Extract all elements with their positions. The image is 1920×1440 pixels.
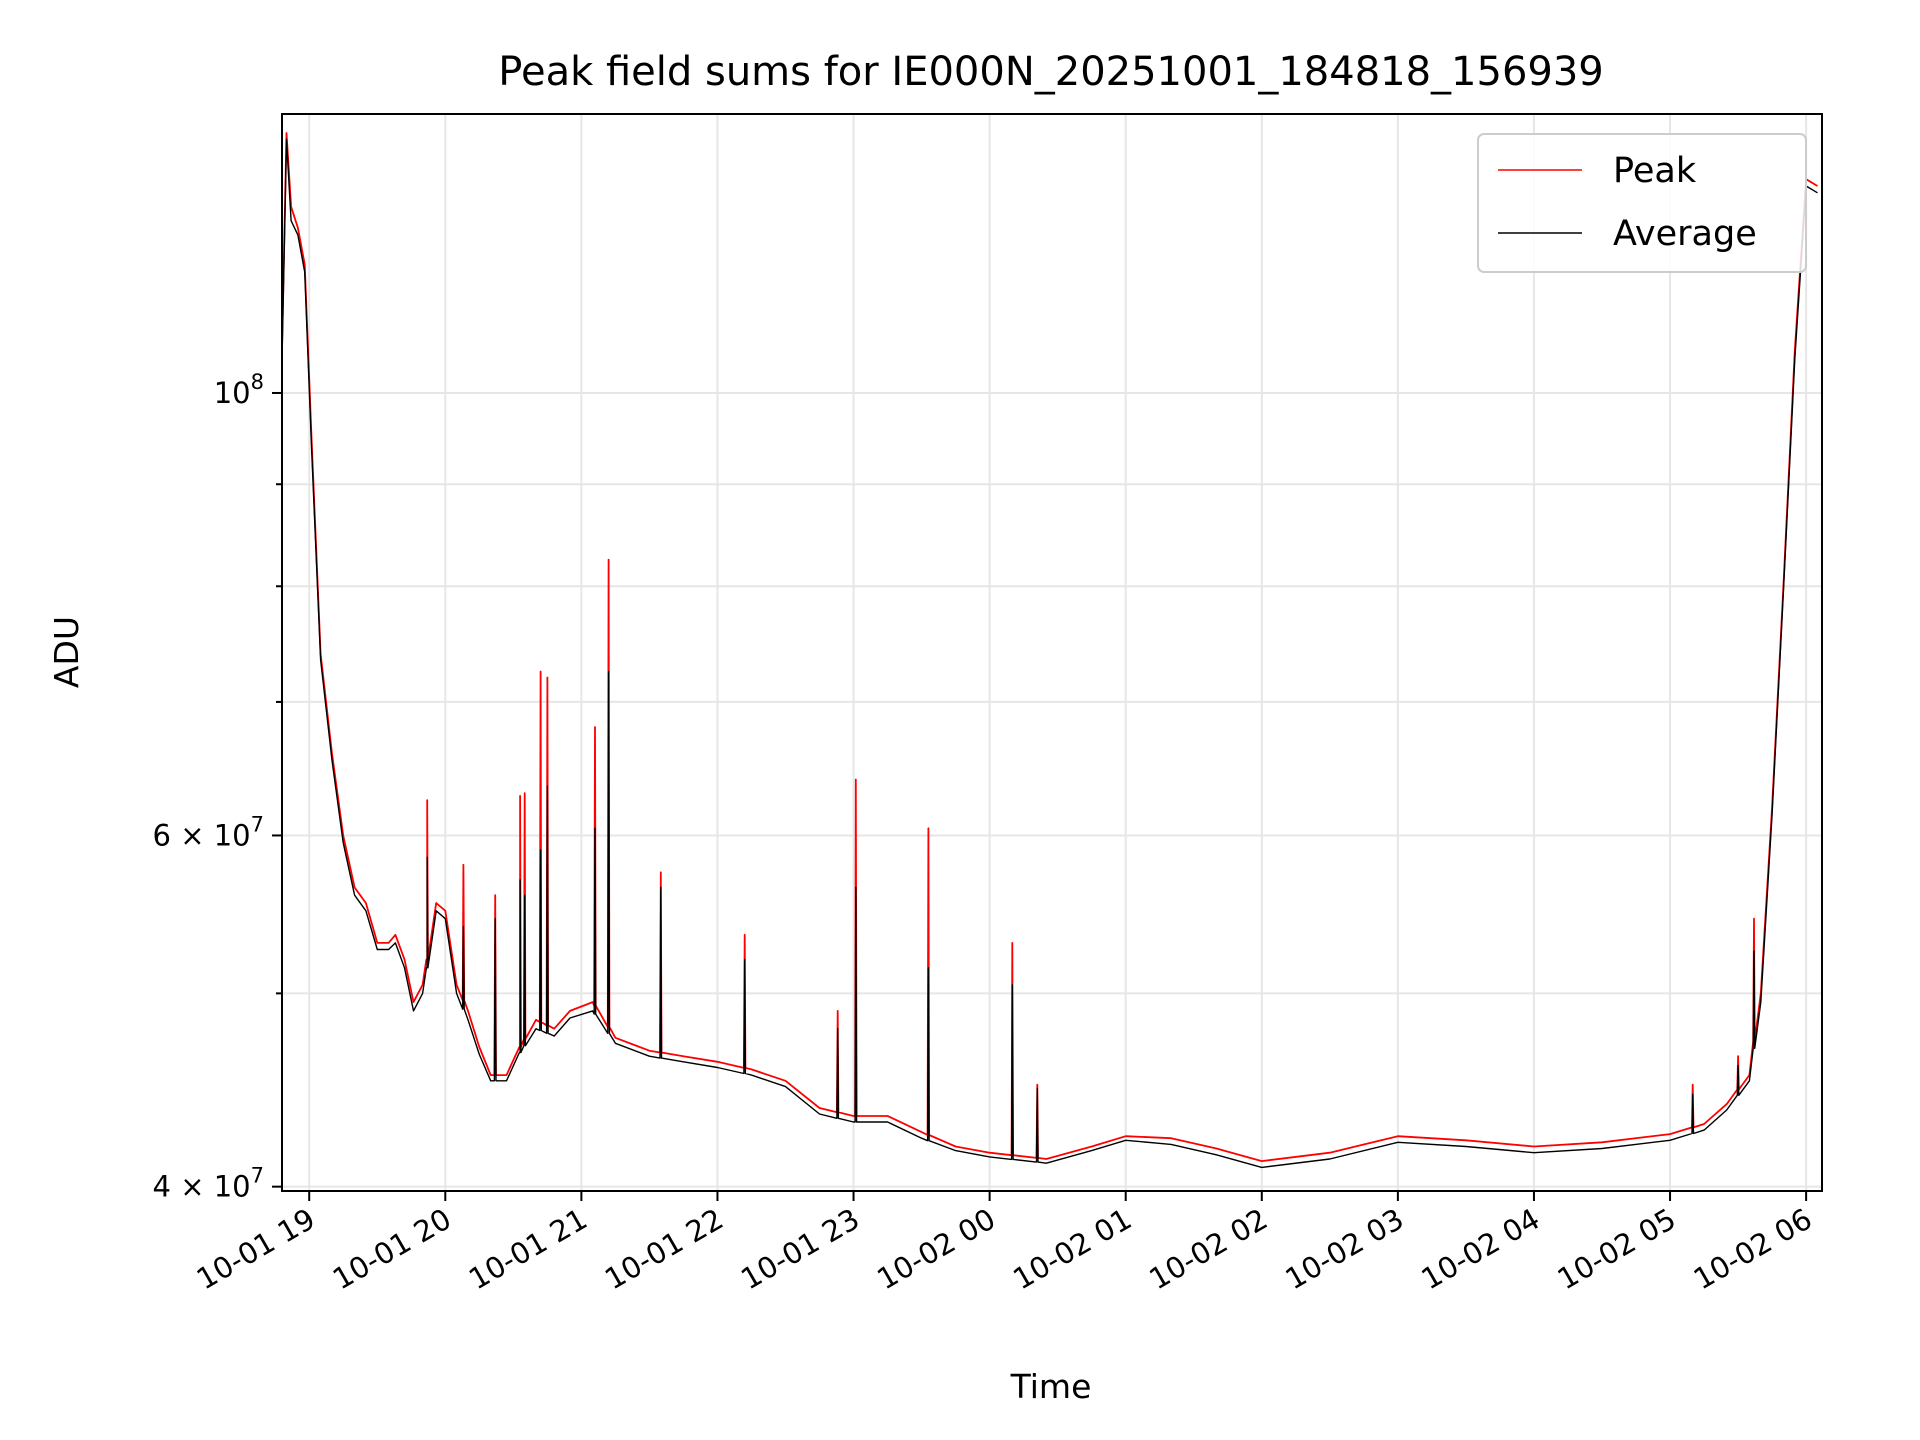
chart-title: Peak field sums for IE000N_20251001_1848…: [498, 49, 1603, 95]
legend-label-average: Average: [1613, 214, 1757, 254]
grid: [282, 114, 1822, 1191]
x-axis-label: Time: [1010, 1367, 1092, 1406]
y-axis-label: ADU: [47, 616, 86, 688]
y-tick-label: 4 × 107: [153, 1164, 264, 1204]
legend-box: [1477, 133, 1807, 273]
y-tick-label: 108: [214, 370, 264, 410]
series-layer: [281, 132, 1818, 1169]
series-line-average: [281, 138, 1818, 1169]
plot-frame: [281, 113, 1823, 1192]
legend: Peak Average: [1477, 133, 1807, 273]
y-tick-label: 6 × 107: [153, 812, 264, 852]
legend-label-peak: Peak: [1613, 151, 1697, 191]
